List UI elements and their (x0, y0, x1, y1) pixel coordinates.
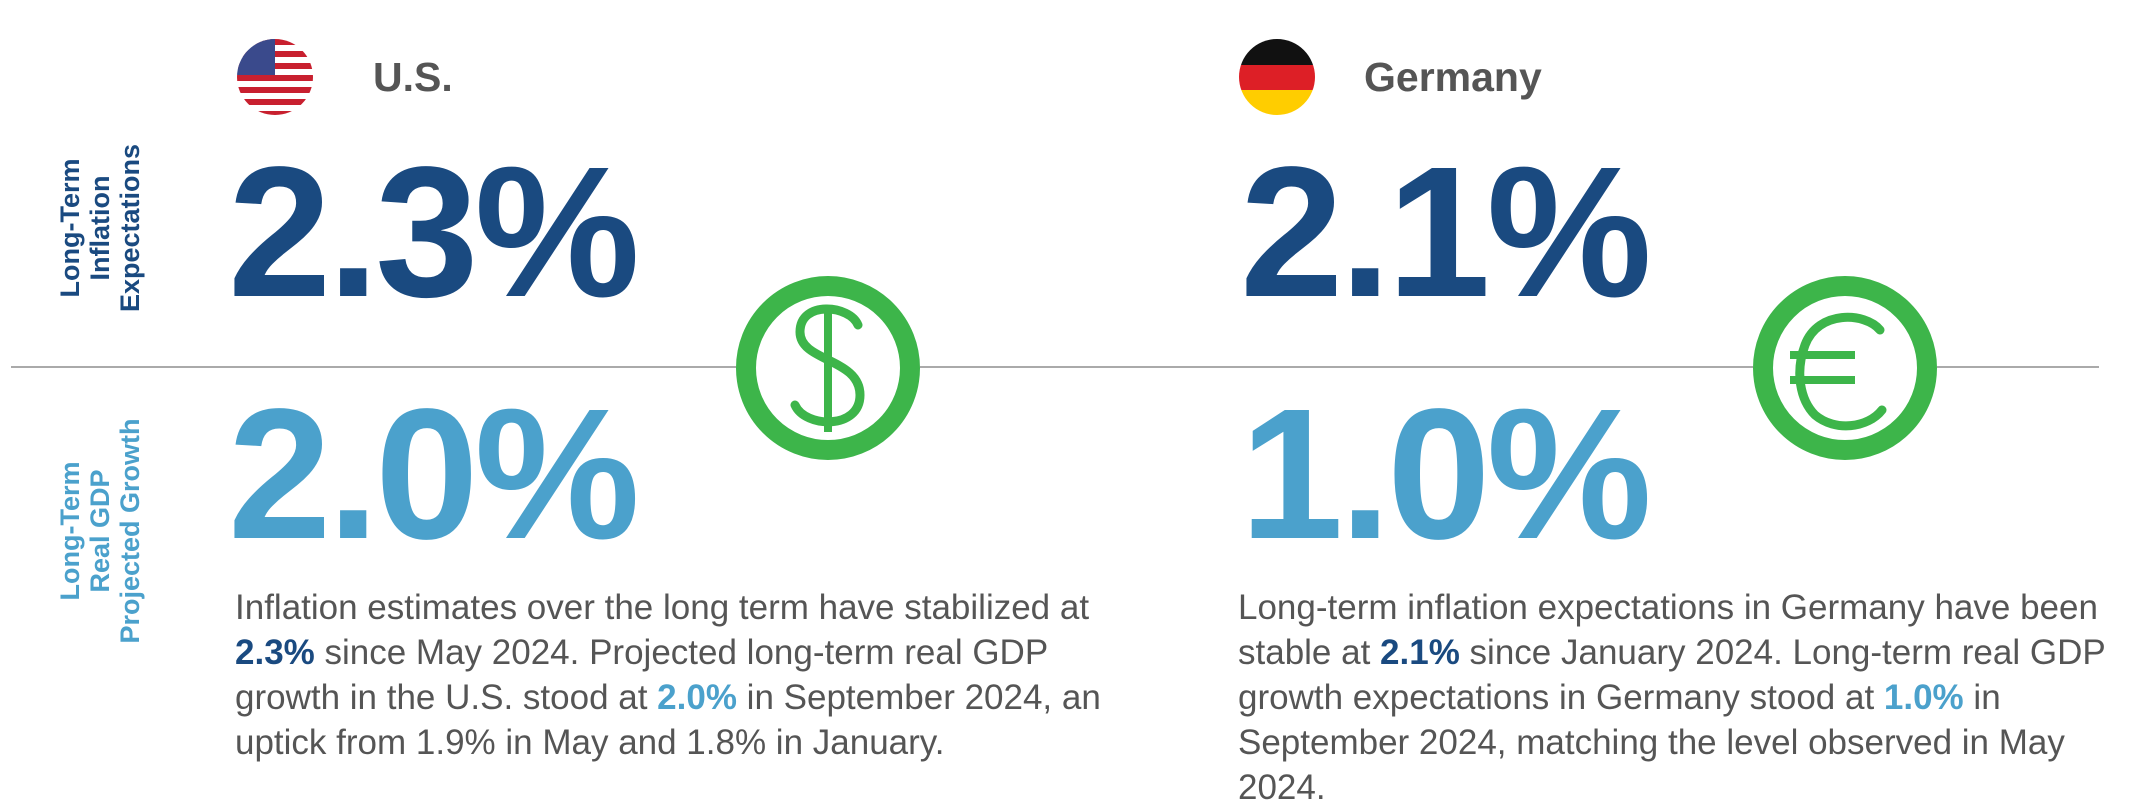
gdp-value: 2.0% (228, 371, 640, 578)
graphics (11, 39, 2099, 460)
gdp-highlight: 2.0% (657, 678, 737, 717)
us-flag (237, 39, 313, 115)
gdp-value: 1.0% (1240, 371, 1652, 578)
inflation-value: 2.1% (1240, 129, 1652, 336)
text: in September 2024, an uptick from 1.9% i… (235, 678, 1101, 762)
text: since January 2024. Long-term real GDP g… (1238, 633, 2106, 717)
text: since May 2024. Projected long-term real… (235, 633, 1048, 717)
country-name: Germany (1364, 54, 1542, 100)
gdp-highlight: 1.0% (1883, 678, 1964, 717)
text: Long-term inflation expectations in Germ… (1238, 588, 2098, 672)
dollar-icon (736, 276, 920, 460)
germany-flag (1239, 39, 1315, 115)
text: Inflation estimates over the long term h… (235, 588, 1090, 627)
euro-icon (1753, 276, 1937, 460)
description: Inflation estimates over the long term h… (235, 585, 1115, 765)
inflation-value: 2.3% (228, 129, 640, 336)
page: Long-Term Inflation Expectations Long-Te… (11, 39, 2106, 807)
description: Long-term inflation expectations in Germ… (1238, 585, 2118, 810)
country-name: U.S. (373, 54, 453, 100)
inflation-highlight: 2.1% (1380, 633, 1460, 672)
inflation-highlight: 2.3% (235, 633, 315, 672)
